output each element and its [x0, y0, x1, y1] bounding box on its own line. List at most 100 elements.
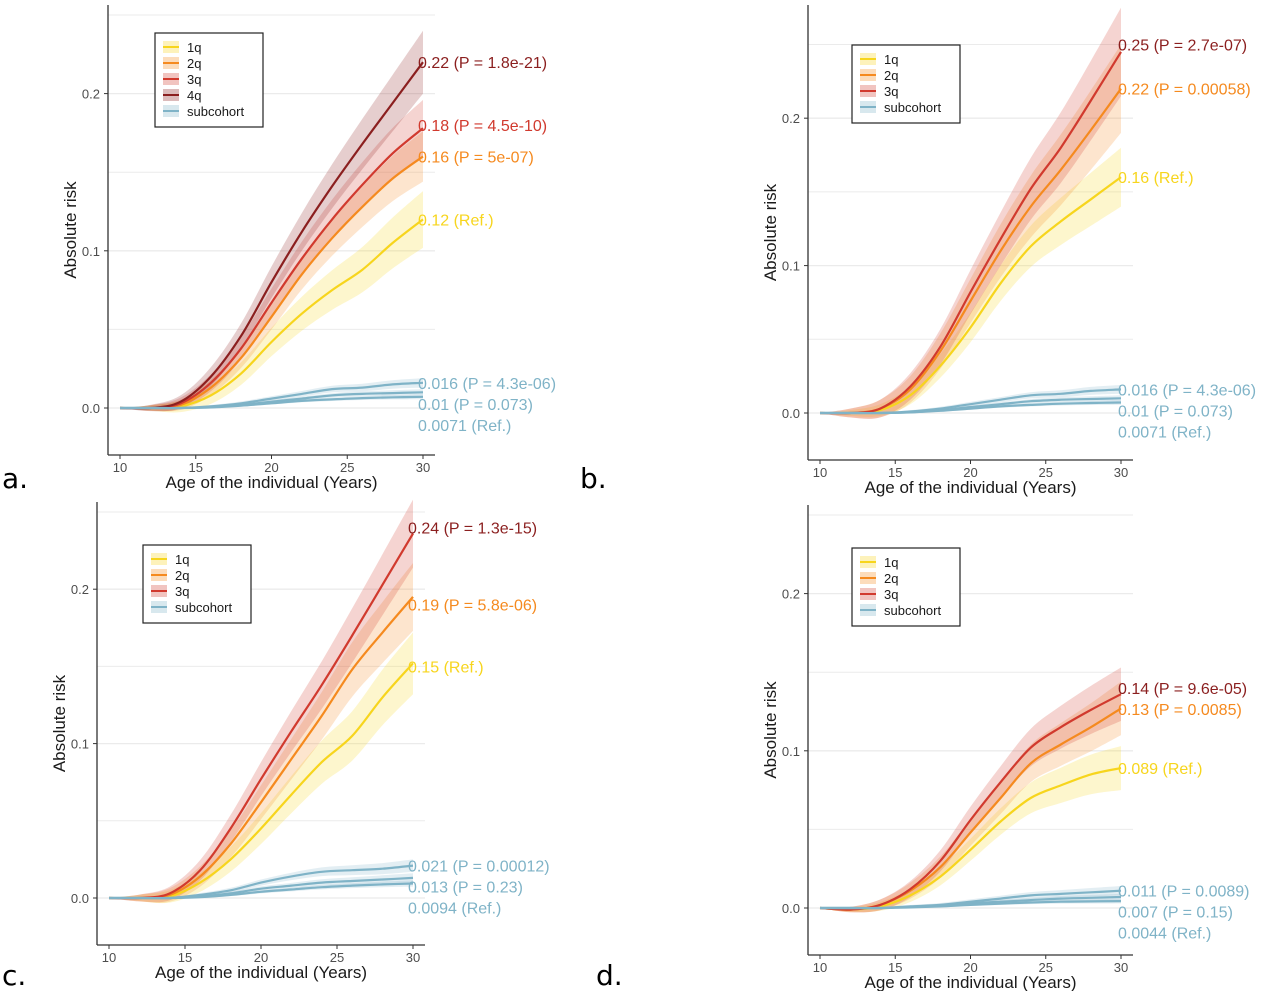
x-tick-label: 15	[189, 460, 203, 475]
y-tick-label: 0.2	[71, 582, 89, 597]
x-tick-label: 20	[963, 960, 977, 975]
y-axis-title: Absolute risk	[761, 183, 780, 281]
legend-label: 3q	[175, 584, 189, 599]
x-tick-label: 30	[416, 460, 430, 475]
legend-label: 4q	[187, 88, 201, 103]
y-tick-label: 0.0	[71, 891, 89, 906]
y-tick-label: 0.2	[782, 587, 800, 602]
x-tick-label: 10	[113, 460, 127, 475]
panel-label: d.	[596, 959, 623, 991]
chart-panel-4: 0.0 0.1 0.2 10 15 20 25 30 Age of the individual…	[596, 505, 1250, 991]
data-label: 0.12 (Ref.)	[418, 212, 494, 229]
y-axis-title: Absolute risk	[61, 181, 80, 279]
series-line-subcohort	[109, 882, 414, 900]
y-axis-title: Absolute risk	[761, 681, 780, 779]
y-tick-label: 0.2	[782, 111, 800, 126]
series-line-subcohort	[819, 401, 1122, 415]
x-tick-label: 15	[888, 960, 902, 975]
x-tick-label: 25	[1039, 465, 1053, 480]
confidence-band-2q	[120, 131, 423, 412]
data-label: 0.16 (P = 5e-07)	[418, 149, 534, 166]
x-tick-label: 30	[1114, 465, 1128, 480]
legend-label: subcohort	[187, 104, 244, 119]
x-tick-label: 30	[1114, 960, 1128, 975]
legend-label: 2q	[884, 571, 898, 586]
data-label: 0.24 (P = 1.3e-15)	[408, 520, 537, 537]
y-tick-label: 0.2	[82, 87, 100, 102]
data-label: 0.25 (P = 2.7e-07)	[1118, 37, 1247, 54]
legend-label: subcohort	[884, 603, 941, 618]
confidence-band-3q	[120, 99, 423, 412]
data-label: 0.007 (P = 0.15)	[1118, 905, 1233, 922]
data-label: 0.0071 (Ref.)	[418, 418, 511, 435]
confidence-band-subcohort	[109, 873, 413, 899]
y-tick-label: 0.1	[71, 737, 89, 752]
data-label: 0.15 (Ref.)	[408, 659, 484, 676]
legend-label: 1q	[187, 40, 201, 55]
legend-label: 3q	[884, 587, 898, 602]
legend-label: 3q	[187, 72, 201, 87]
data-label: 0.016 (P = 4.3e-06)	[418, 376, 556, 393]
legend-label: 3q	[884, 84, 898, 99]
confidence-band-3q	[820, 667, 1121, 913]
y-tick-label: 0.0	[782, 406, 800, 421]
chart-panel-3: 0.0 0.1 0.2 10 15 20 25 30 Age of the individual…	[2, 499, 550, 991]
data-label: 0.01 (P = 0.073)	[1118, 403, 1233, 420]
x-tick-label: 10	[813, 960, 827, 975]
y-tick-label: 0.0	[82, 401, 100, 416]
data-label: 0.089 (Ref.)	[1118, 761, 1202, 778]
data-label: 0.13 (P = 0.0085)	[1118, 702, 1242, 719]
x-tick-label: 25	[330, 950, 344, 965]
confidence-band-subcohort	[820, 385, 1121, 414]
x-axis-title: Age of the individual (Years)	[864, 478, 1076, 497]
data-label: 0.14 (P = 9.6e-05)	[1118, 681, 1247, 698]
confidence-band-subcohort	[820, 886, 1121, 909]
legend-label: 1q	[884, 555, 898, 570]
data-label: 0.013 (P = 0.23)	[408, 880, 523, 897]
x-axis-title: Age of the individual (Years)	[155, 963, 367, 982]
legend-label: 1q	[175, 552, 189, 567]
legend-label: 2q	[884, 68, 898, 83]
series-line-3q	[108, 533, 414, 900]
data-label: 0.016 (P = 4.3e-06)	[1118, 382, 1256, 399]
y-tick-label: 0.0	[782, 901, 800, 916]
y-tick-label: 0.1	[782, 744, 800, 759]
x-tick-label: 15	[178, 950, 192, 965]
confidence-band-subcohort	[109, 859, 413, 900]
x-tick-label: 20	[264, 460, 278, 475]
confidence-band-subcohort	[120, 378, 423, 409]
data-label: 0.0094 (Ref.)	[408, 901, 501, 918]
legend-label: 2q	[187, 56, 201, 71]
data-label: 0.021 (P = 0.00012)	[408, 859, 550, 876]
legend-label: subcohort	[884, 100, 941, 115]
confidence-band-1q	[820, 746, 1121, 913]
x-tick-label: 20	[254, 950, 268, 965]
y-tick-label: 0.1	[782, 259, 800, 274]
x-tick-label: 10	[813, 465, 827, 480]
legend-label: 2q	[175, 568, 189, 583]
data-label: 0.22 (P = 0.00058)	[1118, 82, 1251, 99]
panel-label: a.	[2, 462, 28, 495]
x-tick-label: 25	[1039, 960, 1053, 975]
confidence-band-2q	[820, 681, 1121, 913]
panel-label: c.	[2, 959, 26, 991]
data-label: 0.011 (P = 0.0089)	[1118, 884, 1250, 901]
data-label: 0.18 (P = 4.5e-10)	[418, 118, 547, 135]
data-label: 0.16 (Ref.)	[1118, 170, 1194, 187]
confidence-band-subcohort	[820, 893, 1121, 909]
legend-label: 1q	[884, 52, 898, 67]
x-tick-label: 30	[406, 950, 420, 965]
data-label: 0.19 (P = 5.8e-06)	[408, 598, 537, 615]
data-label: 0.0071 (Ref.)	[1118, 424, 1211, 441]
series-line-3q	[819, 51, 1122, 415]
chart-panel-2: 0.0 0.1 0.2 10 15 20 25 30 Age of the individual…	[580, 5, 1256, 497]
data-label: 0.22 (P = 1.8e-21)	[418, 55, 547, 72]
y-axis-title: Absolute risk	[50, 674, 69, 772]
x-tick-label: 20	[963, 465, 977, 480]
x-axis-title: Age of the individual (Years)	[165, 473, 377, 492]
data-label: 0.0044 (Ref.)	[1118, 926, 1211, 943]
